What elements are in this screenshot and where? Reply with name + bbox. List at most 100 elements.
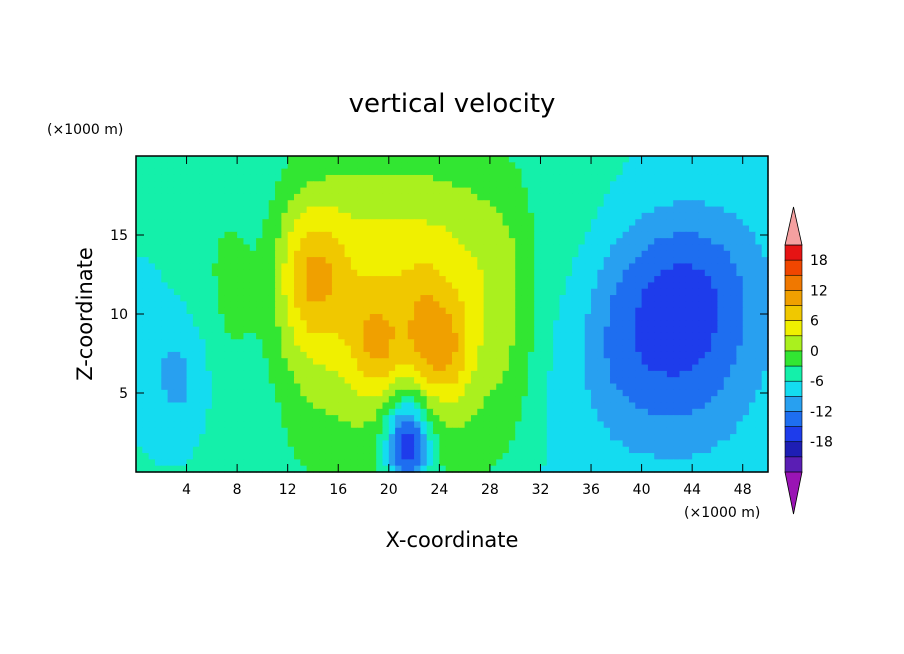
contour-cell bbox=[660, 162, 668, 170]
contour-cell bbox=[275, 263, 282, 271]
contour-cell bbox=[610, 263, 617, 271]
contour-cell bbox=[439, 383, 447, 391]
contour-cell bbox=[376, 402, 384, 410]
contour-cell bbox=[445, 459, 453, 467]
contour-cell bbox=[508, 212, 516, 220]
contour-cell bbox=[660, 301, 668, 309]
contour-cell bbox=[357, 250, 365, 258]
contour-cell bbox=[635, 193, 643, 201]
contour-cell bbox=[237, 212, 245, 220]
contour-cell bbox=[755, 314, 763, 321]
contour-cell bbox=[622, 427, 630, 435]
contour-cell bbox=[192, 440, 200, 448]
contour-cell bbox=[199, 377, 207, 385]
contour-cell bbox=[603, 402, 611, 410]
contour-cell bbox=[300, 465, 308, 473]
contour-cell bbox=[237, 421, 245, 429]
contour-cell bbox=[458, 269, 466, 277]
contour-cell bbox=[420, 288, 428, 296]
contour-cell bbox=[458, 326, 466, 334]
contour-cell bbox=[647, 332, 655, 340]
contour-cell bbox=[186, 257, 194, 265]
contour-cell bbox=[553, 427, 561, 435]
contour-cell bbox=[325, 408, 333, 416]
contour-cell bbox=[685, 446, 693, 454]
contour-cell bbox=[262, 174, 270, 182]
contour-cell bbox=[508, 276, 516, 283]
contour-cell bbox=[312, 212, 320, 220]
contour-cell bbox=[470, 263, 478, 271]
contour-cell bbox=[527, 465, 535, 473]
contour-cell bbox=[452, 332, 459, 340]
contour-cell bbox=[186, 370, 194, 378]
contour-cell bbox=[622, 364, 630, 372]
contour-cell bbox=[243, 301, 251, 309]
contour-cell bbox=[363, 402, 371, 410]
contour-cell bbox=[256, 288, 263, 296]
contour-cell bbox=[445, 402, 453, 410]
contour-cell bbox=[647, 440, 655, 448]
contour-cell bbox=[205, 200, 213, 208]
contour-cell bbox=[515, 212, 523, 220]
contour-cell bbox=[180, 421, 188, 429]
contour-cell bbox=[388, 402, 396, 410]
contour-cell bbox=[742, 415, 750, 423]
contour-cell bbox=[755, 269, 763, 277]
contour-cell bbox=[426, 440, 434, 448]
contour-cell bbox=[363, 295, 371, 302]
contour-cell bbox=[597, 345, 605, 353]
contour-cell bbox=[597, 421, 605, 429]
contour-cell bbox=[306, 332, 314, 340]
contour-cell bbox=[641, 162, 649, 170]
contour-cell bbox=[610, 358, 617, 366]
contour-cell bbox=[382, 351, 390, 359]
contour-cell bbox=[622, 212, 630, 220]
contour-cell bbox=[294, 446, 301, 454]
contour-cell bbox=[331, 156, 339, 163]
contour-cell bbox=[319, 364, 327, 372]
contour-cell bbox=[572, 244, 579, 252]
contour-cell bbox=[559, 364, 567, 372]
contour-cell bbox=[616, 314, 624, 321]
contour-cell bbox=[635, 181, 643, 189]
contour-cell bbox=[704, 263, 712, 271]
contour-cell bbox=[439, 396, 447, 404]
contour-cell bbox=[489, 225, 497, 233]
contour-cell bbox=[628, 440, 636, 448]
contour-cell bbox=[540, 434, 548, 441]
contour-cell bbox=[483, 212, 491, 220]
contour-cell bbox=[534, 269, 542, 277]
contour-cell bbox=[287, 307, 295, 315]
contour-cell bbox=[572, 206, 579, 214]
contour-cell bbox=[534, 408, 542, 416]
contour-cell bbox=[230, 459, 238, 467]
contour-cell bbox=[167, 339, 175, 347]
contour-cell bbox=[287, 168, 295, 176]
contour-cell bbox=[521, 358, 529, 366]
contour-cell bbox=[666, 408, 674, 416]
contour-cell bbox=[666, 453, 674, 460]
contour-cell bbox=[287, 332, 295, 340]
contour-cell bbox=[426, 383, 434, 391]
contour-cell bbox=[508, 351, 516, 359]
contour-cell bbox=[521, 187, 529, 195]
contour-cell bbox=[180, 427, 188, 435]
contour-cell bbox=[730, 345, 737, 353]
contour-cell bbox=[439, 453, 447, 460]
contour-cell bbox=[262, 345, 270, 353]
contour-cell bbox=[192, 446, 200, 454]
contour-cell bbox=[540, 219, 548, 227]
contour-cell bbox=[287, 358, 295, 366]
contour-cell bbox=[205, 427, 213, 435]
contour-cell bbox=[376, 187, 384, 195]
contour-cell bbox=[628, 307, 636, 315]
contour-cell bbox=[546, 212, 554, 220]
contour-cell bbox=[654, 174, 662, 182]
contour-cell bbox=[306, 383, 314, 391]
contour-cell bbox=[730, 244, 737, 252]
contour-cell bbox=[161, 206, 169, 214]
contour-cell bbox=[407, 238, 415, 246]
contour-cell bbox=[376, 320, 384, 328]
contour-cell bbox=[268, 212, 276, 220]
contour-cell bbox=[142, 276, 150, 283]
